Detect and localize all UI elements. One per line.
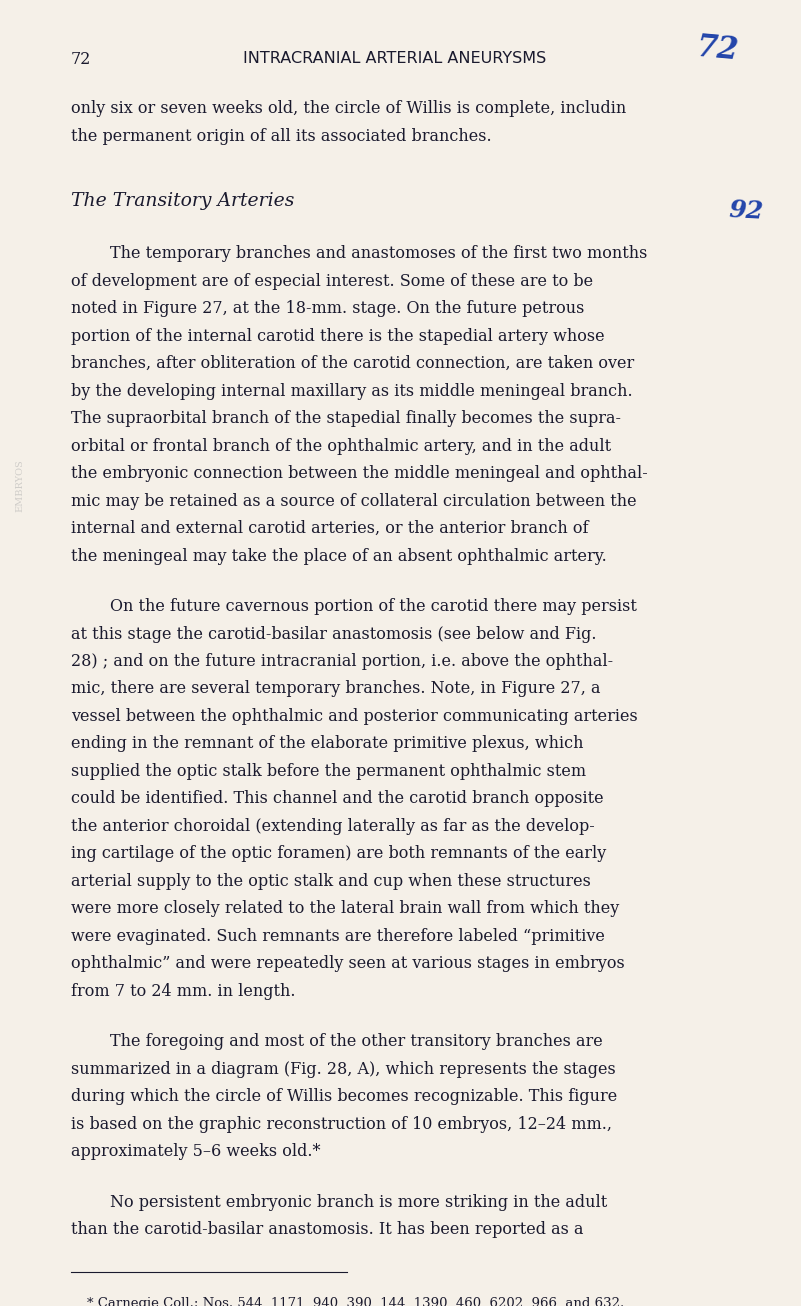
Text: than the carotid-basilar anastomosis. It has been reported as a: than the carotid-basilar anastomosis. It… [71,1221,583,1238]
Text: supplied the optic stalk before the permanent ophthalmic stem: supplied the optic stalk before the perm… [71,763,586,780]
Text: ophthalmic” and were repeatedly seen at various stages in embryos: ophthalmic” and were repeatedly seen at … [71,955,625,972]
Text: arterial supply to the optic stalk and cup when these structures: arterial supply to the optic stalk and c… [71,872,591,889]
Text: approximately 5–6 weeks old.*: approximately 5–6 weeks old.* [71,1143,320,1160]
Text: is based on the graphic reconstruction of 10 embryos, 12–24 mm.,: is based on the graphic reconstruction o… [71,1115,612,1132]
Text: ending in the remnant of the elaborate primitive plexus, which: ending in the remnant of the elaborate p… [71,735,583,752]
Text: On the future cavernous portion of the carotid there may persist: On the future cavernous portion of the c… [111,598,638,615]
Text: at this stage the carotid-basilar anastomosis (see below and Fig.: at this stage the carotid-basilar anasto… [71,626,597,643]
Text: of development are of especial interest. Some of these are to be: of development are of especial interest.… [71,273,594,290]
Text: orbital or frontal branch of the ophthalmic artery, and in the adult: orbital or frontal branch of the ophthal… [71,438,611,454]
Text: The foregoing and most of the other transitory branches are: The foregoing and most of the other tran… [111,1033,603,1050]
Text: noted in Figure 27, at the 18-mm. stage. On the future petrous: noted in Figure 27, at the 18-mm. stage.… [71,300,585,317]
Text: portion of the internal carotid there is the stapedial artery whose: portion of the internal carotid there is… [71,328,605,345]
Text: * Carnegie Coll.: Nos. 544, 1171, 940, 390, 144, 1390, 460, 6202, 966, and 632.: * Carnegie Coll.: Nos. 544, 1171, 940, 3… [87,1297,624,1306]
Text: vessel between the ophthalmic and posterior communicating arteries: vessel between the ophthalmic and poster… [71,708,638,725]
Text: INTRACRANIAL ARTERIAL ANEURYSMS: INTRACRANIAL ARTERIAL ANEURYSMS [243,51,546,67]
Text: the embryonic connection between the middle meningeal and ophthal-: the embryonic connection between the mid… [71,465,648,482]
Text: the meningeal may take the place of an absent ophthalmic artery.: the meningeal may take the place of an a… [71,547,607,564]
Text: could be identified. This channel and the carotid branch opposite: could be identified. This channel and th… [71,790,604,807]
Text: 72: 72 [695,31,741,67]
Text: only six or seven weeks old, the circle of Willis is complete, includin: only six or seven weeks old, the circle … [71,99,626,116]
Text: the anterior choroidal (extending laterally as far as the develop-: the anterior choroidal (extending latera… [71,818,595,835]
Text: EMBRYOS: EMBRYOS [15,460,24,512]
Text: The temporary branches and anastomoses of the first two months: The temporary branches and anastomoses o… [111,246,648,263]
Text: from 7 to 24 mm. in length.: from 7 to 24 mm. in length. [71,982,296,999]
Text: the permanent origin of all its associated branches.: the permanent origin of all its associat… [71,128,492,145]
Text: 28) ; and on the future intracranial portion, i.e. above the ophthal-: 28) ; and on the future intracranial por… [71,653,613,670]
Text: mic may be retained as a source of collateral circulation between the: mic may be retained as a source of colla… [71,492,637,509]
Text: 72: 72 [71,51,91,68]
Text: internal and external carotid arteries, or the anterior branch of: internal and external carotid arteries, … [71,520,589,537]
Text: mic, there are several temporary branches. Note, in Figure 27, a: mic, there are several temporary branche… [71,680,601,697]
Text: No persistent embryonic branch is more striking in the adult: No persistent embryonic branch is more s… [111,1194,608,1211]
Text: ing cartilage of the optic foramen) are both remnants of the early: ing cartilage of the optic foramen) are … [71,845,606,862]
Text: 92: 92 [728,199,763,223]
Text: were more closely related to the lateral brain wall from which they: were more closely related to the lateral… [71,900,619,917]
Text: by the developing internal maxillary as its middle meningeal branch.: by the developing internal maxillary as … [71,383,633,400]
Text: The supraorbital branch of the stapedial finally becomes the supra-: The supraorbital branch of the stapedial… [71,410,621,427]
Text: were evaginated. Such remnants are therefore labeled “primitive: were evaginated. Such remnants are there… [71,927,605,944]
Text: branches, after obliteration of the carotid connection, are taken over: branches, after obliteration of the caro… [71,355,634,372]
Text: The Transitory Arteries: The Transitory Arteries [71,192,295,210]
Text: summarized in a diagram (Fig. 28, A), which represents the stages: summarized in a diagram (Fig. 28, A), wh… [71,1060,616,1077]
Text: during which the circle of Willis becomes recognizable. This figure: during which the circle of Willis become… [71,1088,618,1105]
